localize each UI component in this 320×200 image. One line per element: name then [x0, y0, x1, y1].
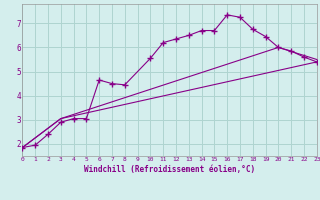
X-axis label: Windchill (Refroidissement éolien,°C): Windchill (Refroidissement éolien,°C) [84, 165, 255, 174]
